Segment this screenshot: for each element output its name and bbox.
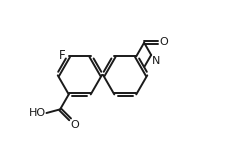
Text: F: F [59,49,66,62]
Text: O: O [71,120,79,130]
Text: O: O [159,37,168,47]
Text: HO: HO [29,108,46,119]
Text: N: N [151,56,160,66]
